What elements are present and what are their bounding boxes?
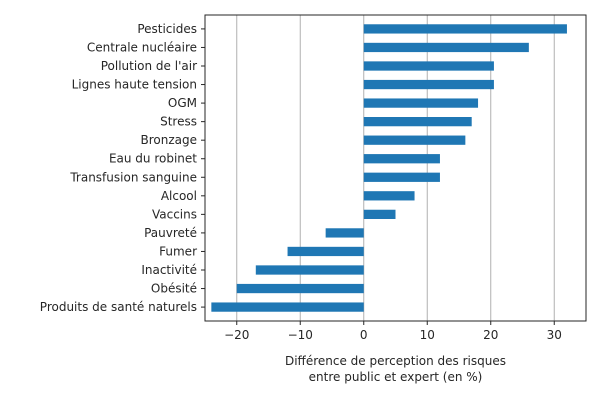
y-tick-label: OGM bbox=[168, 96, 197, 110]
bar bbox=[211, 302, 364, 312]
bar bbox=[363, 42, 529, 53]
y-tick-label: Transfusion sanguine bbox=[69, 170, 197, 184]
bar bbox=[255, 265, 364, 275]
x-axis: −20 −10 0 10 20 30 bbox=[224, 321, 562, 342]
x-tick-label: 10 bbox=[420, 328, 435, 342]
y-tick-label: Alcool bbox=[161, 189, 197, 203]
y-tick-label: Inactivité bbox=[141, 263, 197, 277]
bar bbox=[363, 209, 396, 219]
bar bbox=[363, 117, 472, 127]
grid-lines bbox=[236, 15, 555, 321]
bar bbox=[363, 98, 479, 108]
y-tick-label: Centrale nucléaire bbox=[87, 40, 197, 54]
plot-frame bbox=[204, 14, 587, 322]
bar bbox=[236, 283, 364, 294]
y-tick-label: Stress bbox=[160, 115, 197, 129]
bar bbox=[363, 61, 494, 71]
y-tick-label: Produits de santé naturels bbox=[40, 300, 197, 314]
y-tick-label: Vaccins bbox=[152, 207, 197, 221]
x-tick-label: −20 bbox=[224, 328, 249, 342]
y-tick-label: Lignes haute tension bbox=[72, 78, 197, 92]
bar bbox=[363, 135, 466, 145]
x-tick-label: 20 bbox=[483, 328, 498, 342]
bar bbox=[363, 172, 440, 182]
y-tick-label: Fumer bbox=[159, 244, 197, 258]
y-tick-label: Pauvreté bbox=[144, 226, 197, 240]
bars bbox=[211, 24, 567, 312]
x-tick-label: 30 bbox=[547, 328, 562, 342]
x-tick-label: 0 bbox=[360, 328, 368, 342]
y-tick-label: Pesticides bbox=[137, 22, 197, 36]
bar bbox=[363, 191, 415, 201]
x-axis-title-line-1: Différence de perception des risques bbox=[285, 354, 506, 368]
y-tick-label: Obésité bbox=[151, 282, 197, 296]
bar bbox=[363, 154, 440, 164]
x-tick-label: −10 bbox=[288, 328, 313, 342]
y-tick-label: Bronzage bbox=[140, 133, 197, 147]
y-tick-label: Pollution de l'air bbox=[101, 59, 197, 73]
bar bbox=[325, 228, 364, 238]
y-axis: Pesticides Centrale nucléaire Pollution de… bbox=[40, 22, 205, 314]
y-tick-label: Eau du robinet bbox=[109, 152, 197, 166]
bar bbox=[363, 24, 567, 34]
x-axis-title-line-2: entre public et expert (en %) bbox=[309, 370, 483, 384]
bar bbox=[287, 246, 364, 257]
bar bbox=[363, 79, 494, 90]
